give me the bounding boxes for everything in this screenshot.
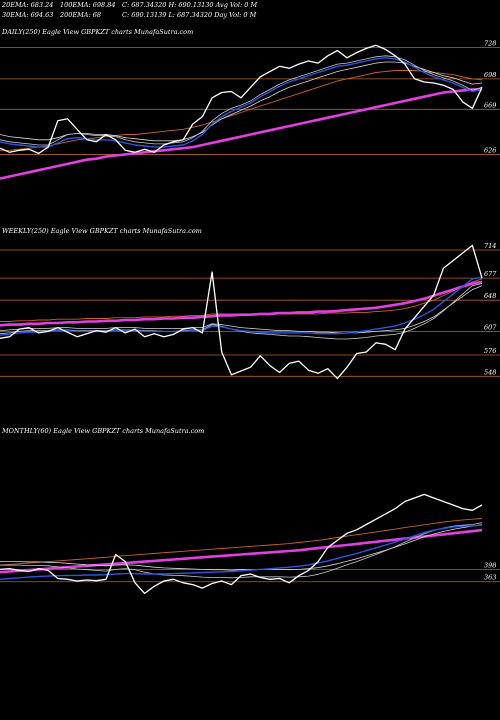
- level-label-728: 728: [484, 39, 496, 47]
- price-series-line: [0, 44, 483, 155]
- weekly-chart-panel: WEEKLY(250) Eagle View GBPKZT charts Mun…: [0, 222, 500, 397]
- level-label-548: 548: [484, 368, 496, 376]
- ema-mid-series-line: [0, 524, 483, 571]
- ema-mid-series-line: [0, 285, 483, 334]
- ema30-readout: 30EMA: 694.63: [2, 11, 54, 19]
- ema-short-series-line: [0, 522, 483, 579]
- ema200-readout: 200EMA: 68: [60, 11, 102, 19]
- ema-mid-series-line: [0, 61, 483, 142]
- ema-magenta-series-line: [0, 280, 483, 327]
- ema-blue-series-line: [0, 524, 483, 580]
- level-label-576: 576: [484, 347, 496, 355]
- monthly-chart-svg: 398 363: [0, 493, 500, 595]
- daily-chart-title: DAILY(250) Eagle View GBPKZT charts Muna…: [2, 28, 194, 36]
- level-label-669: 669: [484, 101, 496, 109]
- level-label-363: 363: [484, 574, 496, 582]
- level-label-626: 626: [484, 146, 496, 154]
- ema-magenta-series-line: [0, 88, 482, 180]
- ema-short-series-line: [0, 283, 483, 340]
- level-label-648: 648: [484, 292, 496, 300]
- ema100-readout: 100EMA: 698.84: [60, 1, 116, 9]
- chart-header: 20EMA: 683.24 100EMA: 698.84 C: 687.3432…: [0, 0, 500, 22]
- level-label-398: 398: [484, 561, 496, 569]
- price-series-line: [0, 244, 483, 380]
- monthly-chart-title: MONTHLY(60) Eagle View GBPKZT charts Mun…: [2, 427, 205, 435]
- ema-long-series-line: [0, 70, 483, 151]
- price-readout-2: C: 690.13139 L: 687.34320 Day Vol: 0 M: [122, 11, 257, 19]
- ema-long-series-line: [0, 518, 483, 566]
- daily-chart-svg: 728 698 669 626: [0, 39, 500, 180]
- weekly-chart-svg: 714 677 648 607 576 548: [0, 242, 500, 380]
- daily-chart-panel: DAILY(250) Eagle View GBPKZT charts Muna…: [0, 22, 500, 192]
- price-series-line: [0, 493, 483, 595]
- ema-blue-series-line: [0, 276, 483, 336]
- level-label-677: 677: [484, 270, 497, 278]
- price-readout-1: C: 687.34320 H: 690.13130 Avg Vol: 0 M: [122, 1, 258, 9]
- ema-short-series-line: [0, 55, 483, 146]
- ema-magenta-series-line: [0, 528, 483, 574]
- level-label-714: 714: [484, 242, 496, 250]
- ema20-readout: 20EMA: 683.24: [2, 1, 54, 9]
- level-label-698: 698: [484, 71, 496, 79]
- weekly-chart-title: WEEKLY(250) Eagle View GBPKZT charts Mun…: [2, 227, 202, 235]
- monthly-chart-panel: MONTHLY(60) Eagle View GBPKZT charts Mun…: [0, 422, 500, 612]
- level-label-607: 607: [484, 323, 497, 331]
